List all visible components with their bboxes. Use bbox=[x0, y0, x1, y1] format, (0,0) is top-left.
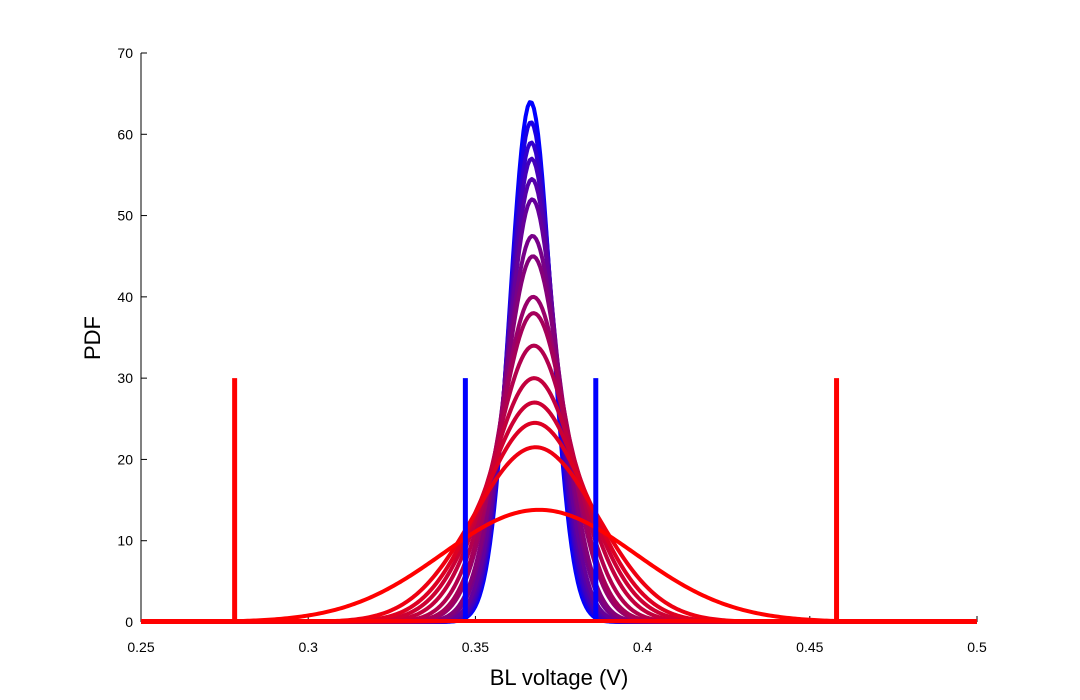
pdf-curve-12 bbox=[141, 376, 977, 624]
y-tick-label: 40 bbox=[117, 289, 133, 305]
y-axis-title: PDF bbox=[80, 316, 105, 360]
x-axis-title: BL voltage (V) bbox=[490, 665, 629, 690]
plot-area: 0.25 0.3 0.35 0.4 0.45 0.5 0 10 20 30 40 50 60 70 bbox=[117, 45, 987, 655]
y-tick-label: 20 bbox=[117, 451, 133, 467]
pdf-curve-14 bbox=[141, 420, 977, 624]
y-tick-label: 50 bbox=[117, 208, 133, 224]
x-tick-label: 0.4 bbox=[633, 639, 653, 655]
x-tick-label: 0.3 bbox=[298, 639, 318, 655]
threshold-markers bbox=[232, 378, 840, 622]
pdf-curve-16 bbox=[140, 507, 977, 624]
pdf-curves bbox=[140, 100, 977, 624]
x-axis-ticks: 0.25 0.3 0.35 0.4 0.45 0.5 bbox=[127, 616, 987, 655]
pdf-curve-15 bbox=[141, 445, 977, 624]
y-tick-label: 60 bbox=[117, 126, 133, 142]
y-tick-label: 30 bbox=[117, 370, 133, 386]
x-tick-label: 0.35 bbox=[462, 639, 489, 655]
x-tick-label: 0.45 bbox=[796, 639, 823, 655]
x-tick-label: 0.25 bbox=[127, 639, 154, 655]
y-tick-label: 10 bbox=[117, 533, 133, 549]
y-tick-label: 0 bbox=[125, 614, 133, 630]
x-tick-label: 0.5 bbox=[967, 639, 987, 655]
y-tick-label: 70 bbox=[117, 45, 133, 61]
y-axis-ticks: 0 10 20 30 40 50 60 70 bbox=[117, 45, 147, 630]
